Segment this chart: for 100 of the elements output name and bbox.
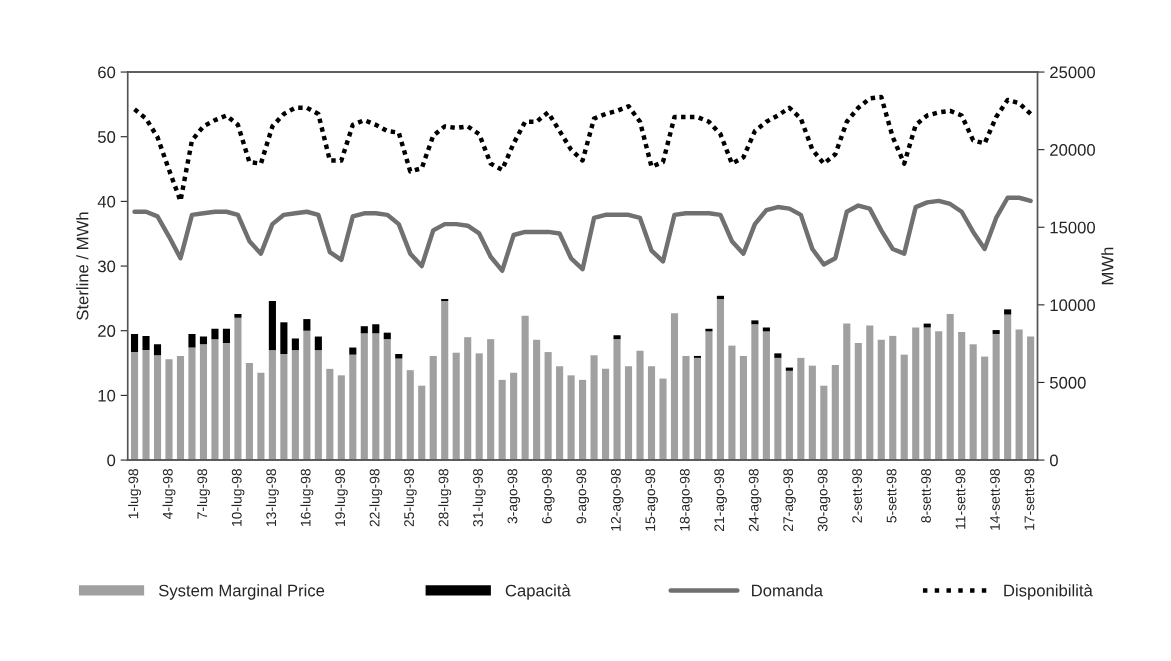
x-tick-label: 21-ago-98 <box>714 468 727 531</box>
bar <box>1004 309 1012 315</box>
x-tick-label: 3-ago-98 <box>507 468 521 524</box>
x-tick-label: 6-ago-98 <box>542 468 555 524</box>
legend-label: Capacità <box>505 584 571 600</box>
x-tick-label: 31-lug-98 <box>472 468 486 527</box>
bar <box>533 339 541 461</box>
x-tick-label: 22-lug-98 <box>369 468 383 527</box>
bar <box>234 317 242 461</box>
bar <box>303 319 311 331</box>
bar <box>280 354 288 461</box>
bar <box>372 324 380 334</box>
bar <box>314 336 322 351</box>
bar <box>130 352 139 461</box>
bar <box>487 339 495 461</box>
bar <box>785 370 793 461</box>
bar <box>981 356 989 461</box>
bar <box>958 332 966 461</box>
bar <box>383 332 391 340</box>
bar <box>498 379 506 461</box>
bar <box>900 354 908 461</box>
bar <box>176 355 185 461</box>
bar <box>268 350 276 461</box>
x-tick-label: 14-sett-98 <box>990 468 1000 530</box>
bar <box>774 357 782 461</box>
bar <box>739 355 747 461</box>
legend-label: System Marginal Price <box>158 584 325 600</box>
bar <box>877 339 885 461</box>
bar <box>360 333 368 461</box>
x-tick-label: 9-ago-98 <box>576 468 590 524</box>
bar <box>429 355 437 461</box>
x-tick-label: 4-lug-98 <box>162 468 176 520</box>
bar <box>716 295 724 300</box>
bar <box>923 327 931 461</box>
x-tick-label: 28-lug-98 <box>438 468 452 527</box>
bar <box>406 370 414 461</box>
bar <box>291 350 299 461</box>
bar <box>705 331 713 461</box>
bar <box>199 344 208 461</box>
bar <box>130 333 139 353</box>
bar <box>165 359 173 461</box>
y-tick-label: 10 <box>98 389 116 402</box>
bar <box>716 299 724 461</box>
bar <box>613 335 621 340</box>
bar <box>222 328 230 344</box>
bar <box>337 375 345 461</box>
bar <box>211 339 219 461</box>
bar <box>326 368 334 461</box>
bar <box>797 357 805 461</box>
bar <box>808 365 816 461</box>
bar <box>544 352 552 461</box>
bar <box>188 347 196 461</box>
bar <box>464 337 472 461</box>
bar <box>245 363 253 461</box>
y-tick-label: 60 <box>98 66 116 79</box>
bar <box>441 300 449 461</box>
bar <box>831 364 839 461</box>
bar <box>280 322 288 354</box>
bar <box>521 315 529 461</box>
bar <box>762 327 770 332</box>
x-tick-label: 2-sett-98 <box>852 468 863 523</box>
bar <box>670 313 679 461</box>
x-tick-label: 16-lug-98 <box>300 468 314 527</box>
bar <box>314 350 322 461</box>
bar <box>234 313 242 318</box>
bar <box>843 323 851 461</box>
y2-tick-label: 10000 <box>1050 299 1096 312</box>
bar <box>142 350 150 461</box>
x-tick-label: 12-ago-98 <box>610 468 624 531</box>
x-tick-label: 7-lug-98 <box>196 468 210 519</box>
bar <box>636 350 644 461</box>
y-tick-label: 20 <box>98 325 116 337</box>
bar <box>510 372 518 461</box>
y-axis-title: Sterline / MWh <box>76 212 89 320</box>
bar <box>762 331 770 461</box>
bar <box>395 358 403 461</box>
bar <box>693 357 702 461</box>
bar <box>659 378 667 461</box>
y2-tick-label: 25000 <box>1050 66 1096 79</box>
x-tick-label: 11-sett-98 <box>955 468 966 529</box>
bar <box>579 379 587 461</box>
bar <box>728 345 736 461</box>
x-tick-label: 25-lug-98 <box>403 468 417 527</box>
bar <box>866 325 874 461</box>
x-tick-label: 8-sett-98 <box>921 468 931 523</box>
bar <box>395 354 403 359</box>
bar <box>1004 314 1012 461</box>
bar <box>682 355 690 461</box>
x-tick-label: 18-ago-98 <box>679 468 693 531</box>
bar <box>992 330 1000 334</box>
bar <box>751 320 759 325</box>
bar <box>751 324 759 461</box>
y-tick-label: 50 <box>97 131 116 143</box>
bar <box>1015 329 1023 461</box>
legend-label: Disponibilità <box>1004 584 1093 600</box>
x-tick-label: 27-ago-98 <box>783 468 796 531</box>
bar <box>418 385 426 461</box>
bar <box>452 352 460 461</box>
bar <box>556 366 564 461</box>
bar <box>854 343 862 461</box>
